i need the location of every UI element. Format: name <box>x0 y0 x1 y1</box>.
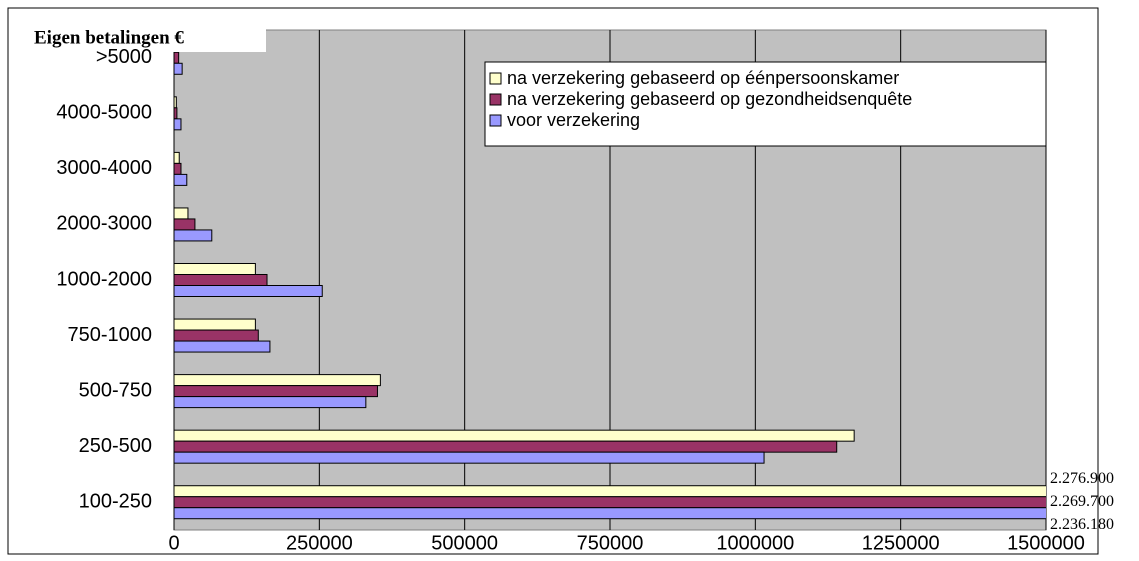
y-tick-label: 100-250 <box>79 491 152 513</box>
legend-label: voor verzekering <box>507 110 640 130</box>
bar <box>174 51 180 64</box>
bar <box>174 451 765 464</box>
y-tick-label: 3000-4000 <box>56 157 152 179</box>
x-tick-label: 1500000 <box>1007 532 1085 554</box>
bar <box>174 396 367 409</box>
x-tick-label: 1250000 <box>862 532 940 554</box>
bar <box>174 173 188 186</box>
legend-label: na verzekering gebaseerd op gezondheidse… <box>507 89 912 109</box>
legend-swatch <box>489 72 502 85</box>
x-tick-label: 250000 <box>286 532 353 554</box>
bar <box>174 440 838 453</box>
y-tick-label: 500-750 <box>79 379 152 401</box>
x-tick-label: 0 <box>168 532 179 554</box>
y-tick-label: 750-1000 <box>67 324 152 346</box>
legend <box>484 61 1047 147</box>
legend-swatch <box>489 114 502 127</box>
bar <box>174 429 855 442</box>
bar <box>174 62 183 75</box>
bar <box>174 340 271 353</box>
legend-swatch <box>489 93 502 106</box>
bar <box>174 385 378 398</box>
bar <box>174 274 268 286</box>
y-tick-label: 2000-3000 <box>56 213 152 235</box>
bar <box>174 96 177 109</box>
bar <box>174 374 381 387</box>
bar <box>174 507 1046 520</box>
bar <box>174 207 189 220</box>
bar <box>174 285 323 297</box>
bar <box>174 329 259 342</box>
bar <box>174 229 213 242</box>
bar <box>174 496 1046 509</box>
bar <box>174 318 256 331</box>
x-tick-label: 500000 <box>431 532 498 554</box>
bar <box>174 218 196 231</box>
bar <box>174 263 256 275</box>
bar <box>174 107 178 120</box>
bar <box>174 162 182 175</box>
bar <box>174 151 180 164</box>
chart-title: Eigen betalingen € <box>34 27 184 48</box>
value-label: 2.276.900 <box>1050 470 1114 487</box>
y-tick-label: >5000 <box>96 46 152 68</box>
legend-label: na verzekering gebaseerd op éénpersoonsk… <box>507 68 899 88</box>
y-tick-label: 250-500 <box>79 435 152 457</box>
x-tick-label: 1000000 <box>716 532 794 554</box>
value-label: 2.269.700 <box>1050 493 1114 510</box>
bar <box>174 485 1046 498</box>
title-box <box>28 24 266 52</box>
y-tick-label: 1000-2000 <box>56 268 152 290</box>
y-tick-label: 4000-5000 <box>56 102 152 124</box>
x-tick-label: 750000 <box>577 532 644 554</box>
bar <box>174 118 182 131</box>
value-label: 2.236.180 <box>1050 516 1114 533</box>
